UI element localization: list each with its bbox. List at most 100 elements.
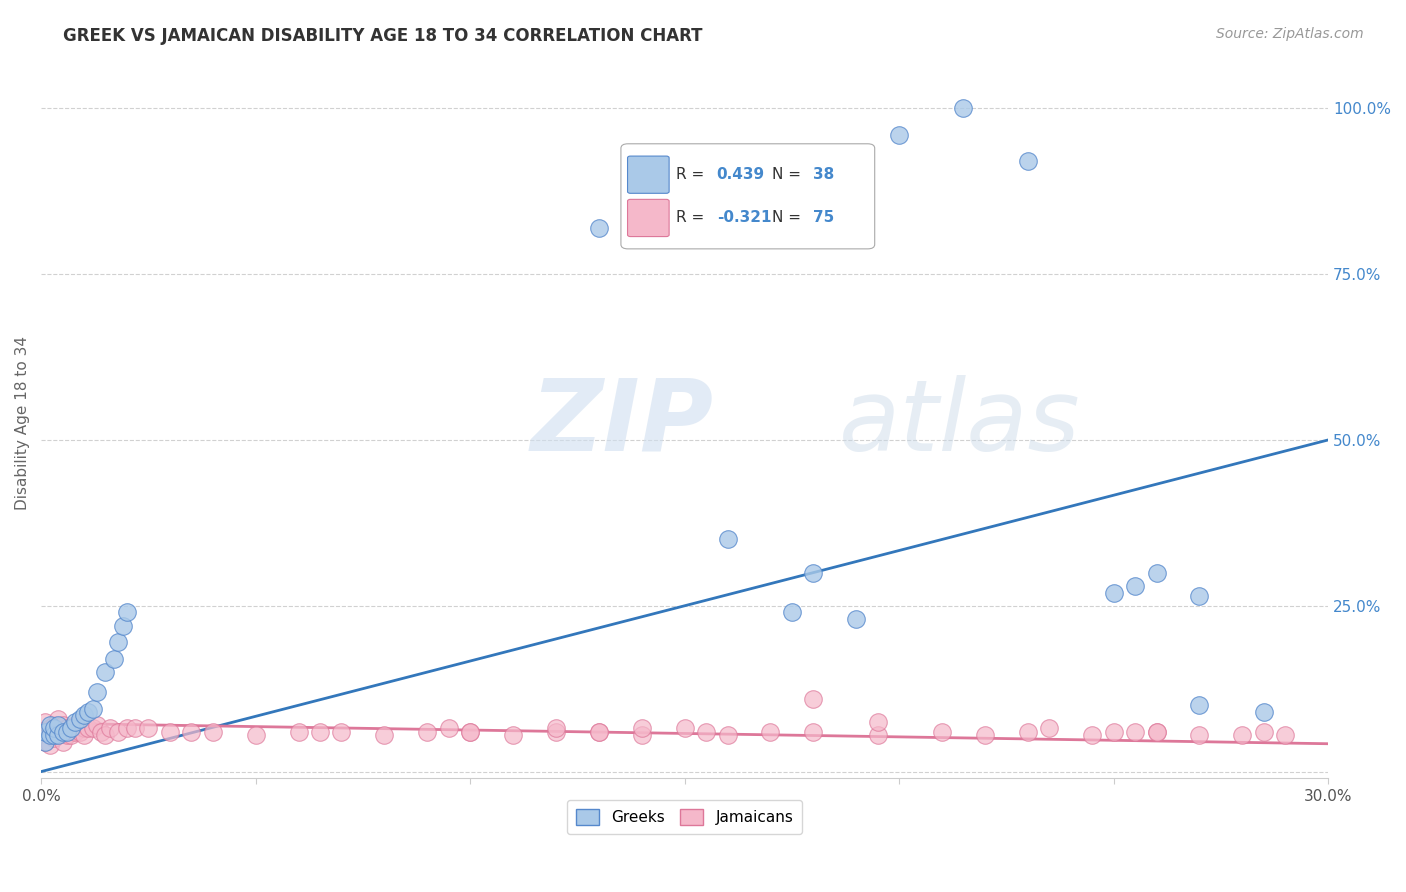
Point	[887, 128, 910, 142]
Point	[1188, 728, 1211, 742]
Point	[502, 728, 524, 742]
Point	[46, 718, 69, 732]
FancyBboxPatch shape	[627, 199, 669, 236]
Text: N =: N =	[772, 167, 806, 182]
FancyBboxPatch shape	[621, 144, 875, 249]
Point	[34, 735, 56, 749]
Point	[1038, 722, 1060, 736]
Point	[287, 724, 309, 739]
Point	[82, 722, 104, 736]
Point	[42, 731, 65, 746]
Point	[94, 665, 117, 679]
Point	[90, 724, 112, 739]
Text: N =: N =	[772, 211, 806, 226]
Point	[65, 714, 87, 729]
Point	[801, 691, 824, 706]
Point	[56, 724, 79, 739]
Point	[1146, 566, 1168, 580]
Point	[1081, 728, 1104, 742]
Point	[115, 722, 138, 736]
Point	[1146, 724, 1168, 739]
Point	[1123, 724, 1146, 739]
Point	[51, 718, 73, 732]
Point	[51, 724, 73, 739]
Point	[86, 718, 108, 732]
Point	[1274, 728, 1296, 742]
Point	[56, 722, 79, 736]
Point	[952, 101, 974, 115]
Point	[107, 724, 129, 739]
Point	[630, 728, 652, 742]
Point	[245, 728, 267, 742]
Point	[103, 652, 125, 666]
Legend: Greeks, Jamaicans: Greeks, Jamaicans	[567, 800, 803, 834]
Point	[34, 735, 56, 749]
Point	[107, 635, 129, 649]
Point	[544, 724, 567, 739]
Point	[46, 722, 69, 736]
Point	[42, 728, 65, 742]
Point	[124, 722, 146, 736]
Point	[77, 722, 100, 736]
Point	[38, 718, 60, 732]
Point	[69, 714, 91, 729]
Point	[111, 618, 134, 632]
Point	[94, 728, 117, 742]
Text: ZIP: ZIP	[530, 375, 713, 472]
Text: GREEK VS JAMAICAN DISABILITY AGE 18 TO 34 CORRELATION CHART: GREEK VS JAMAICAN DISABILITY AGE 18 TO 3…	[63, 27, 703, 45]
Point	[458, 724, 481, 739]
Point	[695, 724, 717, 739]
Point	[780, 154, 803, 169]
Point	[759, 724, 782, 739]
Point	[695, 181, 717, 195]
Point	[60, 722, 83, 736]
Point	[673, 722, 696, 736]
Point	[73, 728, 96, 742]
Point	[1102, 724, 1125, 739]
Text: 75: 75	[813, 211, 834, 226]
Point	[180, 724, 202, 739]
Point	[60, 728, 83, 742]
Point	[42, 722, 65, 736]
Point	[801, 724, 824, 739]
Point	[51, 735, 73, 749]
Point	[1253, 724, 1275, 739]
Text: 38: 38	[813, 167, 834, 182]
Text: R =: R =	[676, 167, 709, 182]
Point	[309, 724, 332, 739]
Point	[1102, 585, 1125, 599]
Point	[1188, 589, 1211, 603]
Text: 0.439: 0.439	[717, 167, 765, 182]
Point	[60, 722, 83, 736]
Text: -0.321: -0.321	[717, 211, 770, 226]
Text: Source: ZipAtlas.com: Source: ZipAtlas.com	[1216, 27, 1364, 41]
Point	[801, 566, 824, 580]
Point	[866, 728, 889, 742]
Point	[46, 712, 69, 726]
Point	[588, 724, 610, 739]
Point	[46, 728, 69, 742]
Point	[866, 714, 889, 729]
Point	[69, 724, 91, 739]
Point	[42, 724, 65, 739]
Point	[588, 724, 610, 739]
Point	[1017, 154, 1039, 169]
Point	[458, 724, 481, 739]
Text: R =: R =	[676, 211, 709, 226]
Point	[630, 722, 652, 736]
Point	[65, 718, 87, 732]
Point	[82, 701, 104, 715]
Text: atlas: atlas	[839, 375, 1081, 472]
Point	[86, 685, 108, 699]
Point	[416, 724, 439, 739]
Point	[38, 722, 60, 736]
Point	[115, 606, 138, 620]
Point	[588, 220, 610, 235]
Point	[1123, 579, 1146, 593]
Point	[138, 722, 160, 736]
Point	[56, 728, 79, 742]
Point	[65, 724, 87, 739]
Point	[46, 728, 69, 742]
Point	[437, 722, 460, 736]
Point	[1017, 724, 1039, 739]
